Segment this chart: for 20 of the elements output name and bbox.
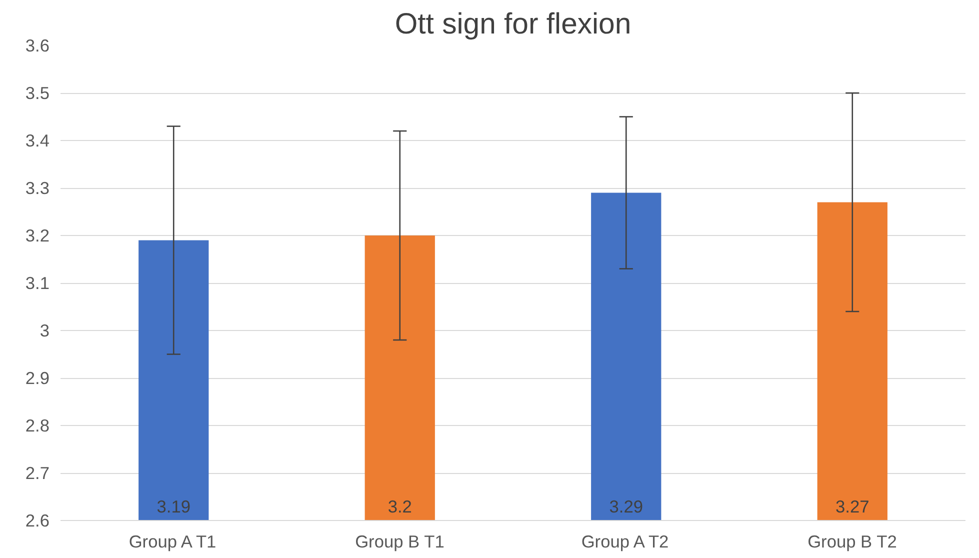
y-tick-label: 2.6 [25,510,50,530]
data-label: 3.29 [609,496,643,516]
y-tick-label: 3.4 [25,130,50,150]
x-tick-label: Group A T1 [128,532,216,552]
y-tick-label: 2.7 [25,463,50,483]
x-tick-label: Group B T2 [808,532,897,552]
data-label: 3.27 [836,496,870,516]
data-label: 3.2 [388,496,412,516]
y-tick-label: 3.3 [25,178,50,198]
y-tick-label: 2.9 [25,368,50,388]
x-tick-label: Group B T1 [355,532,444,552]
y-tick-label: 3.2 [25,226,50,246]
y-tick-label: 3.5 [25,83,50,103]
y-tick-label: 2.8 [25,416,50,436]
x-tick-label: Group A T2 [581,532,669,552]
chart-title: Ott sign for flexion [394,8,632,40]
y-tick-label: 3 [40,320,50,340]
y-tick-label: 3.1 [25,273,50,293]
y-tick-label: 3.6 [25,36,50,56]
data-label: 3.19 [156,496,190,516]
